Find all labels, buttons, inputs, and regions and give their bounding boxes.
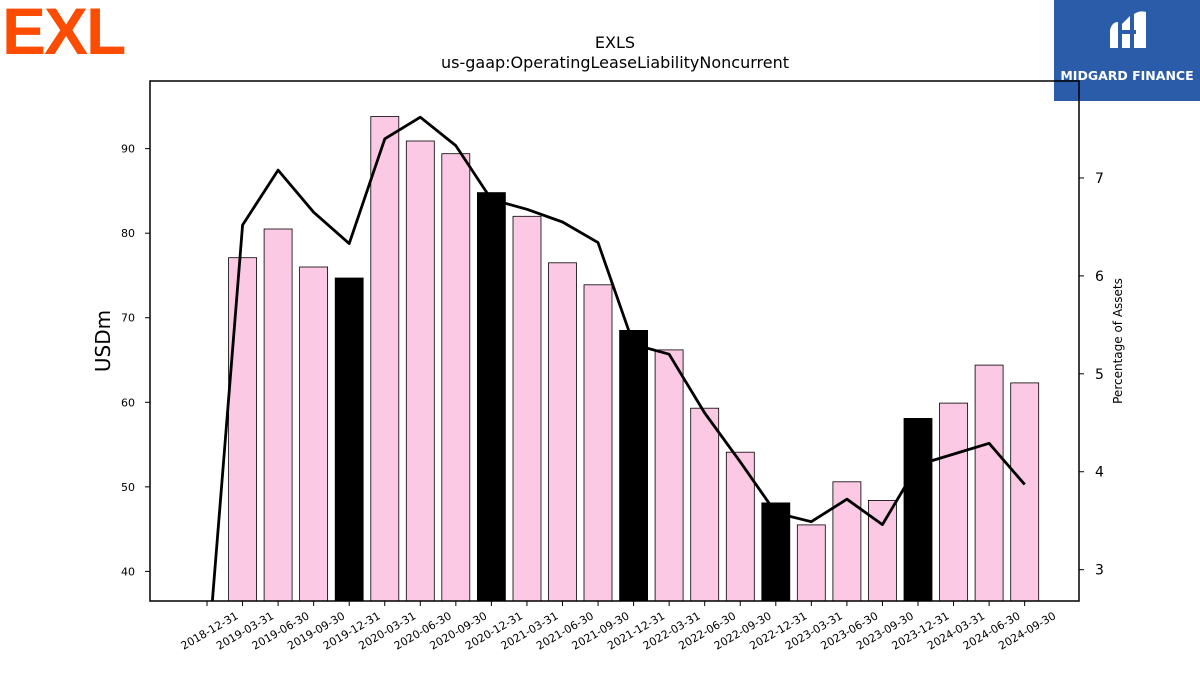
y2-axis-label: Percentage of Assets [1111, 278, 1125, 404]
bar [299, 266, 329, 602]
y-tick-label: 80 [121, 227, 135, 240]
bar [868, 499, 897, 602]
bar [761, 502, 791, 602]
bar [441, 153, 471, 602]
bar [476, 192, 506, 602]
left-axis: 40 50 60 70 80 90 [121, 143, 150, 578]
bar [974, 364, 1004, 602]
bar [619, 329, 648, 602]
bar [263, 228, 293, 602]
bar [690, 407, 720, 602]
bar [405, 140, 435, 602]
bar [228, 257, 258, 602]
bar [370, 116, 400, 602]
right-axis: 3 4 5 6 7 [1079, 171, 1104, 579]
y-tick-label: 50 [121, 481, 135, 494]
chart-subtitle: us-gaap:OperatingLeaseLiabilityNoncurren… [441, 53, 789, 72]
bar [1010, 382, 1040, 602]
y2-tick-label: 5 [1095, 367, 1104, 383]
plot-frame [149, 80, 1080, 602]
bar [548, 262, 577, 602]
series-line [210, 115, 1026, 601]
y-axis-label: USDm [91, 310, 115, 372]
y2-tick-label: 3 [1095, 563, 1104, 579]
y-tick-label: 60 [121, 396, 135, 409]
bar [583, 284, 613, 602]
line-layer [210, 115, 1026, 601]
bar [512, 215, 542, 602]
x-axis: 2018-12-312019-03-312019-06-302019-09-30… [179, 601, 1058, 653]
bar [903, 417, 933, 602]
y-tick-label: 40 [121, 565, 135, 578]
bar [654, 349, 684, 602]
y-tick-label: 70 [121, 312, 135, 325]
exl-logo: EXL [2, 0, 126, 68]
bar [334, 277, 364, 602]
y2-tick-label: 7 [1095, 171, 1104, 187]
midgard-logo-mark [1110, 11, 1146, 49]
y2-tick-label: 4 [1095, 465, 1104, 481]
midgard-logo-text: MIDGARD FINANCE [1060, 68, 1194, 83]
bar [939, 402, 968, 602]
bars-layer [228, 116, 1040, 602]
y-tick-label: 90 [121, 143, 135, 156]
y2-tick-label: 6 [1095, 269, 1104, 285]
chart-title: EXLS [595, 33, 635, 52]
bar [796, 524, 826, 602]
